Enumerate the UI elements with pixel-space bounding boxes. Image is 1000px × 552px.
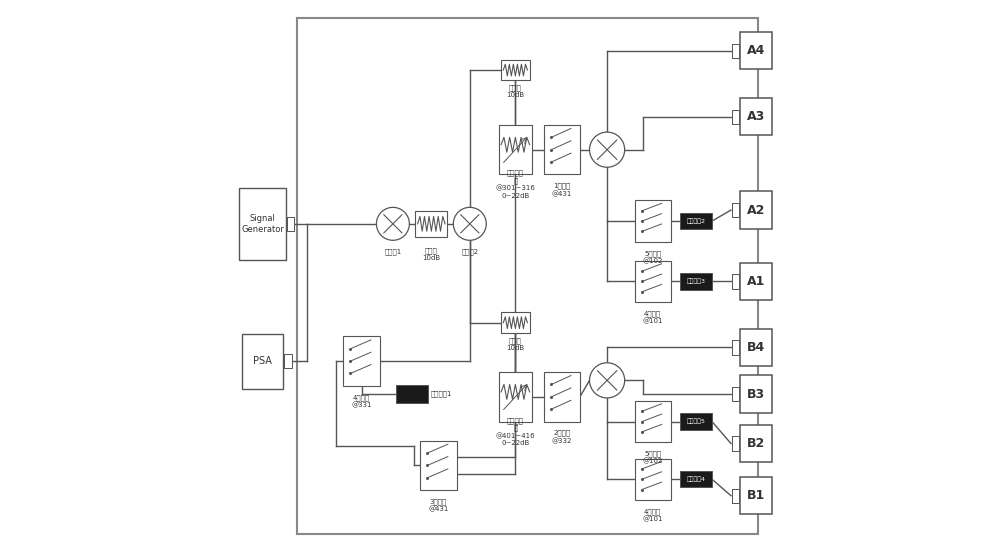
FancyBboxPatch shape [732,340,739,354]
Text: 功分器1: 功分器1 [384,248,402,254]
FancyBboxPatch shape [732,437,739,450]
FancyBboxPatch shape [732,44,739,58]
FancyBboxPatch shape [732,437,739,450]
Text: 可调衰减
器
@401~416
0~22dB: 可调衰减 器 @401~416 0~22dB [496,417,535,446]
Text: 2号开关
@332: 2号开关 @332 [552,430,572,444]
FancyBboxPatch shape [343,336,380,386]
Circle shape [590,132,625,167]
Text: B2: B2 [747,437,765,450]
FancyBboxPatch shape [732,387,739,401]
FancyBboxPatch shape [740,329,772,366]
Text: 匹配电阻2: 匹配电阻2 [687,218,706,224]
FancyBboxPatch shape [732,489,739,503]
FancyBboxPatch shape [732,274,739,289]
Circle shape [376,208,409,240]
FancyBboxPatch shape [501,312,530,333]
Text: 匹配电阻4: 匹配电阻4 [687,476,706,482]
FancyBboxPatch shape [680,213,712,229]
Text: B1: B1 [747,489,765,502]
Text: 3号开关
@431: 3号开关 @431 [428,498,449,513]
Text: A1: A1 [747,275,765,288]
FancyBboxPatch shape [635,200,671,242]
FancyBboxPatch shape [635,401,671,442]
Text: A2: A2 [747,204,765,216]
Text: 可调衰减
器
@301~316
0~22dB: 可调衰减 器 @301~316 0~22dB [495,170,535,199]
FancyBboxPatch shape [740,32,772,70]
FancyBboxPatch shape [415,211,447,237]
Text: B3: B3 [747,388,765,401]
FancyBboxPatch shape [732,110,739,124]
FancyBboxPatch shape [732,203,739,217]
FancyBboxPatch shape [396,385,428,403]
FancyBboxPatch shape [732,44,739,58]
FancyBboxPatch shape [635,459,671,500]
FancyBboxPatch shape [740,425,772,462]
FancyBboxPatch shape [732,203,739,217]
FancyBboxPatch shape [740,375,772,413]
Circle shape [453,208,486,240]
Text: 4号开关
@101: 4号开关 @101 [642,310,663,325]
Text: 4号开关
@331: 4号开关 @331 [351,394,372,408]
FancyBboxPatch shape [732,387,739,401]
Text: 5号开关
@102: 5号开关 @102 [642,450,663,465]
Text: Signal
Generator: Signal Generator [241,214,284,233]
FancyBboxPatch shape [420,440,457,490]
FancyBboxPatch shape [284,354,292,368]
FancyBboxPatch shape [740,98,772,135]
Text: 匹配电阻2: 匹配电阻2 [687,218,706,224]
FancyBboxPatch shape [239,188,286,259]
FancyBboxPatch shape [680,273,712,290]
FancyBboxPatch shape [732,489,739,503]
Circle shape [590,363,625,398]
Text: 功分器2: 功分器2 [461,248,478,254]
FancyBboxPatch shape [287,217,294,231]
FancyBboxPatch shape [740,263,772,300]
Text: 匹配电阻3: 匹配电阻3 [687,279,706,284]
FancyBboxPatch shape [732,110,739,124]
Text: 衰减器
10dB: 衰减器 10dB [506,337,524,351]
Text: 1号开关
@431: 1号开关 @431 [552,183,572,197]
FancyBboxPatch shape [544,125,580,174]
Text: 5号开关
@102: 5号开关 @102 [642,250,663,264]
FancyBboxPatch shape [242,333,283,389]
Text: A4: A4 [747,44,765,57]
FancyBboxPatch shape [732,274,739,289]
Text: B4: B4 [747,341,765,354]
FancyBboxPatch shape [499,372,532,422]
FancyBboxPatch shape [287,217,294,231]
Text: 匹配电阻5: 匹配电阻5 [687,419,706,424]
FancyBboxPatch shape [499,125,532,174]
FancyBboxPatch shape [680,471,712,487]
FancyBboxPatch shape [544,372,580,422]
Text: A3: A3 [747,110,765,123]
Text: 衰减器
10dB: 衰减器 10dB [422,248,440,262]
FancyBboxPatch shape [732,340,739,354]
FancyBboxPatch shape [297,18,758,534]
FancyBboxPatch shape [740,192,772,229]
FancyBboxPatch shape [501,60,530,81]
Text: 匹配电阻1: 匹配电阻1 [431,391,452,397]
Text: 4号开关
@101: 4号开关 @101 [642,508,663,522]
FancyBboxPatch shape [284,354,292,368]
Text: PSA: PSA [253,356,272,366]
FancyBboxPatch shape [635,261,671,302]
FancyBboxPatch shape [740,477,772,514]
FancyBboxPatch shape [680,413,712,430]
Text: 衰减器
10dB: 衰减器 10dB [506,84,524,98]
